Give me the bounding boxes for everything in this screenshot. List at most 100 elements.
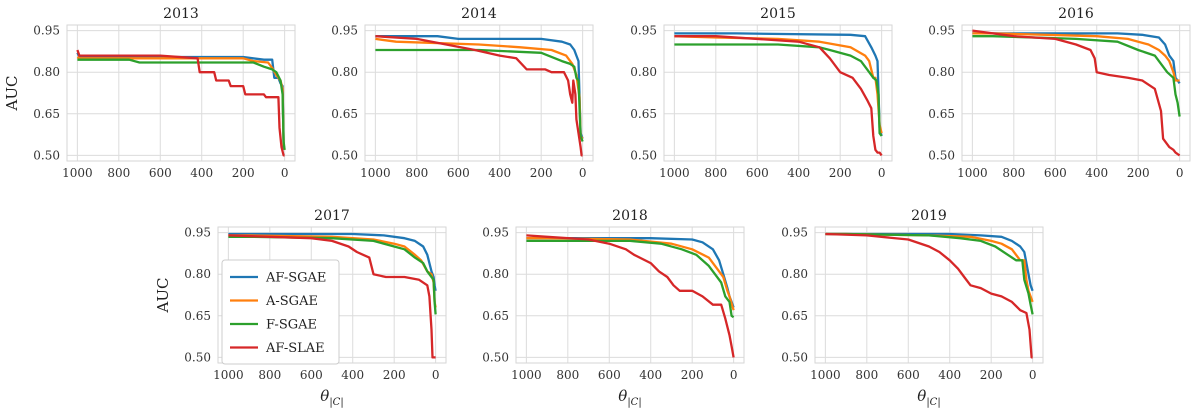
y-tick-label: 0.50 <box>331 148 358 162</box>
panel-2015: 1000 800 600 400 200 0 0.50 0.65 0.80 0.95 2015 <box>630 6 893 180</box>
series-line-a-sgae <box>375 37 584 140</box>
y-tick-label: 0.80 <box>781 267 808 281</box>
series-line-a-sgae <box>825 232 1034 303</box>
plot-area-frame <box>663 24 893 162</box>
panel-title: 2018 <box>612 208 648 224</box>
x-tick-label: 1000 <box>957 166 988 180</box>
series-line-af-slae <box>228 234 436 359</box>
x-tick-label: 800 <box>258 368 281 382</box>
legend-label: A-SGAE <box>265 294 318 309</box>
y-tick-label: 0.65 <box>482 309 509 323</box>
x-tick-label: 0 <box>878 166 886 180</box>
y-tick-label: 0.80 <box>33 65 60 79</box>
y-tick-label: 0.65 <box>781 309 808 323</box>
series-line-af-slae <box>76 49 285 157</box>
x-tick-label: 400 <box>488 166 511 180</box>
x-axis-label: θ|C| <box>917 387 940 408</box>
x-tick-label: 400 <box>938 368 961 382</box>
x-tick-label: 0 <box>1176 166 1184 180</box>
panel-2018: 1000 800 600 400 200 0 0.50 0.65 0.80 0.95 2018 θ|C… <box>482 208 745 408</box>
panel-title: 2016 <box>1058 6 1094 22</box>
y-tick-label: 0.80 <box>928 65 955 79</box>
y-tick-label: 0.65 <box>184 309 211 323</box>
x-tick-label: 400 <box>1085 166 1108 180</box>
x-tick-label: 0 <box>281 166 289 180</box>
series-line-af-sgae <box>972 32 1181 84</box>
x-tick-label: 600 <box>300 368 323 382</box>
y-tick-label: 0.80 <box>630 65 657 79</box>
legend-box <box>221 259 340 365</box>
y-tick-label: 0.65 <box>928 107 955 121</box>
x-tick-label: 800 <box>1002 166 1025 180</box>
x-tick-label: 1000 <box>659 166 690 180</box>
y-tick-label: 0.80 <box>482 267 509 281</box>
series-line-af-slae <box>972 29 1181 157</box>
plot-area-frame <box>364 24 594 162</box>
x-tick-label: 800 <box>855 368 878 382</box>
series-line-af-sgae <box>674 32 883 137</box>
series-line-af-sgae <box>76 52 286 151</box>
y-axis-label: AUC <box>3 76 21 112</box>
legend-label: AF-SGAE <box>265 271 326 286</box>
y-axis-label: AUC <box>154 278 172 314</box>
y-tick-label: 0.95 <box>184 226 211 240</box>
x-tick-label: 1000 <box>511 368 542 382</box>
x-tick-label: 200 <box>829 166 852 180</box>
y-tick-label: 0.65 <box>331 107 358 121</box>
plot-area-frame <box>66 24 296 162</box>
series-line-a-sgae <box>526 237 735 311</box>
x-axis-label: θ|C| <box>618 387 641 408</box>
panel-2014: 1000 800 600 400 200 0 0.50 0.65 0.80 0.95 2014 <box>331 6 594 180</box>
series-line-f-sgae <box>825 232 1034 315</box>
y-tick-label: 0.50 <box>184 350 211 364</box>
x-tick-label: 0 <box>1029 368 1037 382</box>
x-tick-label: 1000 <box>360 166 391 180</box>
plot-area-frame <box>515 226 745 364</box>
y-tick-label: 0.95 <box>331 24 358 38</box>
x-tick-label: 200 <box>383 368 406 382</box>
y-tick-label: 0.95 <box>33 24 60 38</box>
series-line-f-sgae <box>972 35 1181 117</box>
x-tick-label: 200 <box>980 368 1003 382</box>
x-tick-label: 200 <box>1127 166 1150 180</box>
x-tick-label: 0 <box>432 368 440 382</box>
x-tick-label: 1000 <box>213 368 244 382</box>
y-tick-label: 0.95 <box>781 226 808 240</box>
x-tick-label: 200 <box>681 368 704 382</box>
x-tick-label: 0 <box>579 166 587 180</box>
x-tick-label: 600 <box>746 166 769 180</box>
series-line-f-sgae <box>526 239 735 319</box>
x-tick-label: 600 <box>897 368 920 382</box>
panel-title: 2013 <box>163 6 199 22</box>
panel-title: 2014 <box>461 6 497 22</box>
series-line-a-sgae <box>674 35 883 134</box>
x-tick-label: 600 <box>598 368 621 382</box>
panel-2019: 1000 800 600 400 200 0 0.50 0.65 0.80 0.95 2019 θ|C… <box>781 208 1044 408</box>
x-axis-label: θ|C| <box>320 387 343 408</box>
x-tick-label: 800 <box>107 166 130 180</box>
y-tick-label: 0.65 <box>33 107 60 121</box>
x-tick-label: 1000 <box>62 166 93 180</box>
x-tick-label: 400 <box>787 166 810 180</box>
legend: AF-SGAE A-SGAE F-SGAE AF-SLAE <box>221 259 340 365</box>
x-tick-label: 600 <box>447 166 470 180</box>
y-tick-label: 0.95 <box>928 24 955 38</box>
plot-area-frame <box>814 226 1044 364</box>
y-tick-label: 0.80 <box>184 267 211 281</box>
series-line-af-slae <box>825 232 1033 359</box>
series-line-f-sgae <box>674 43 883 137</box>
x-tick-label: 400 <box>639 368 662 382</box>
series-line-af-slae <box>526 234 735 358</box>
series-line-af-slae <box>375 35 583 157</box>
x-tick-label: 800 <box>704 166 727 180</box>
x-tick-label: 200 <box>232 166 255 180</box>
x-tick-label: 0 <box>730 368 738 382</box>
y-tick-label: 0.95 <box>630 24 657 38</box>
panel-title: 2015 <box>760 6 796 22</box>
x-tick-label: 600 <box>1044 166 1067 180</box>
y-tick-label: 0.80 <box>331 65 358 79</box>
x-tick-label: 800 <box>405 166 428 180</box>
x-tick-label: 800 <box>556 368 579 382</box>
panel-title: 2017 <box>314 208 350 224</box>
